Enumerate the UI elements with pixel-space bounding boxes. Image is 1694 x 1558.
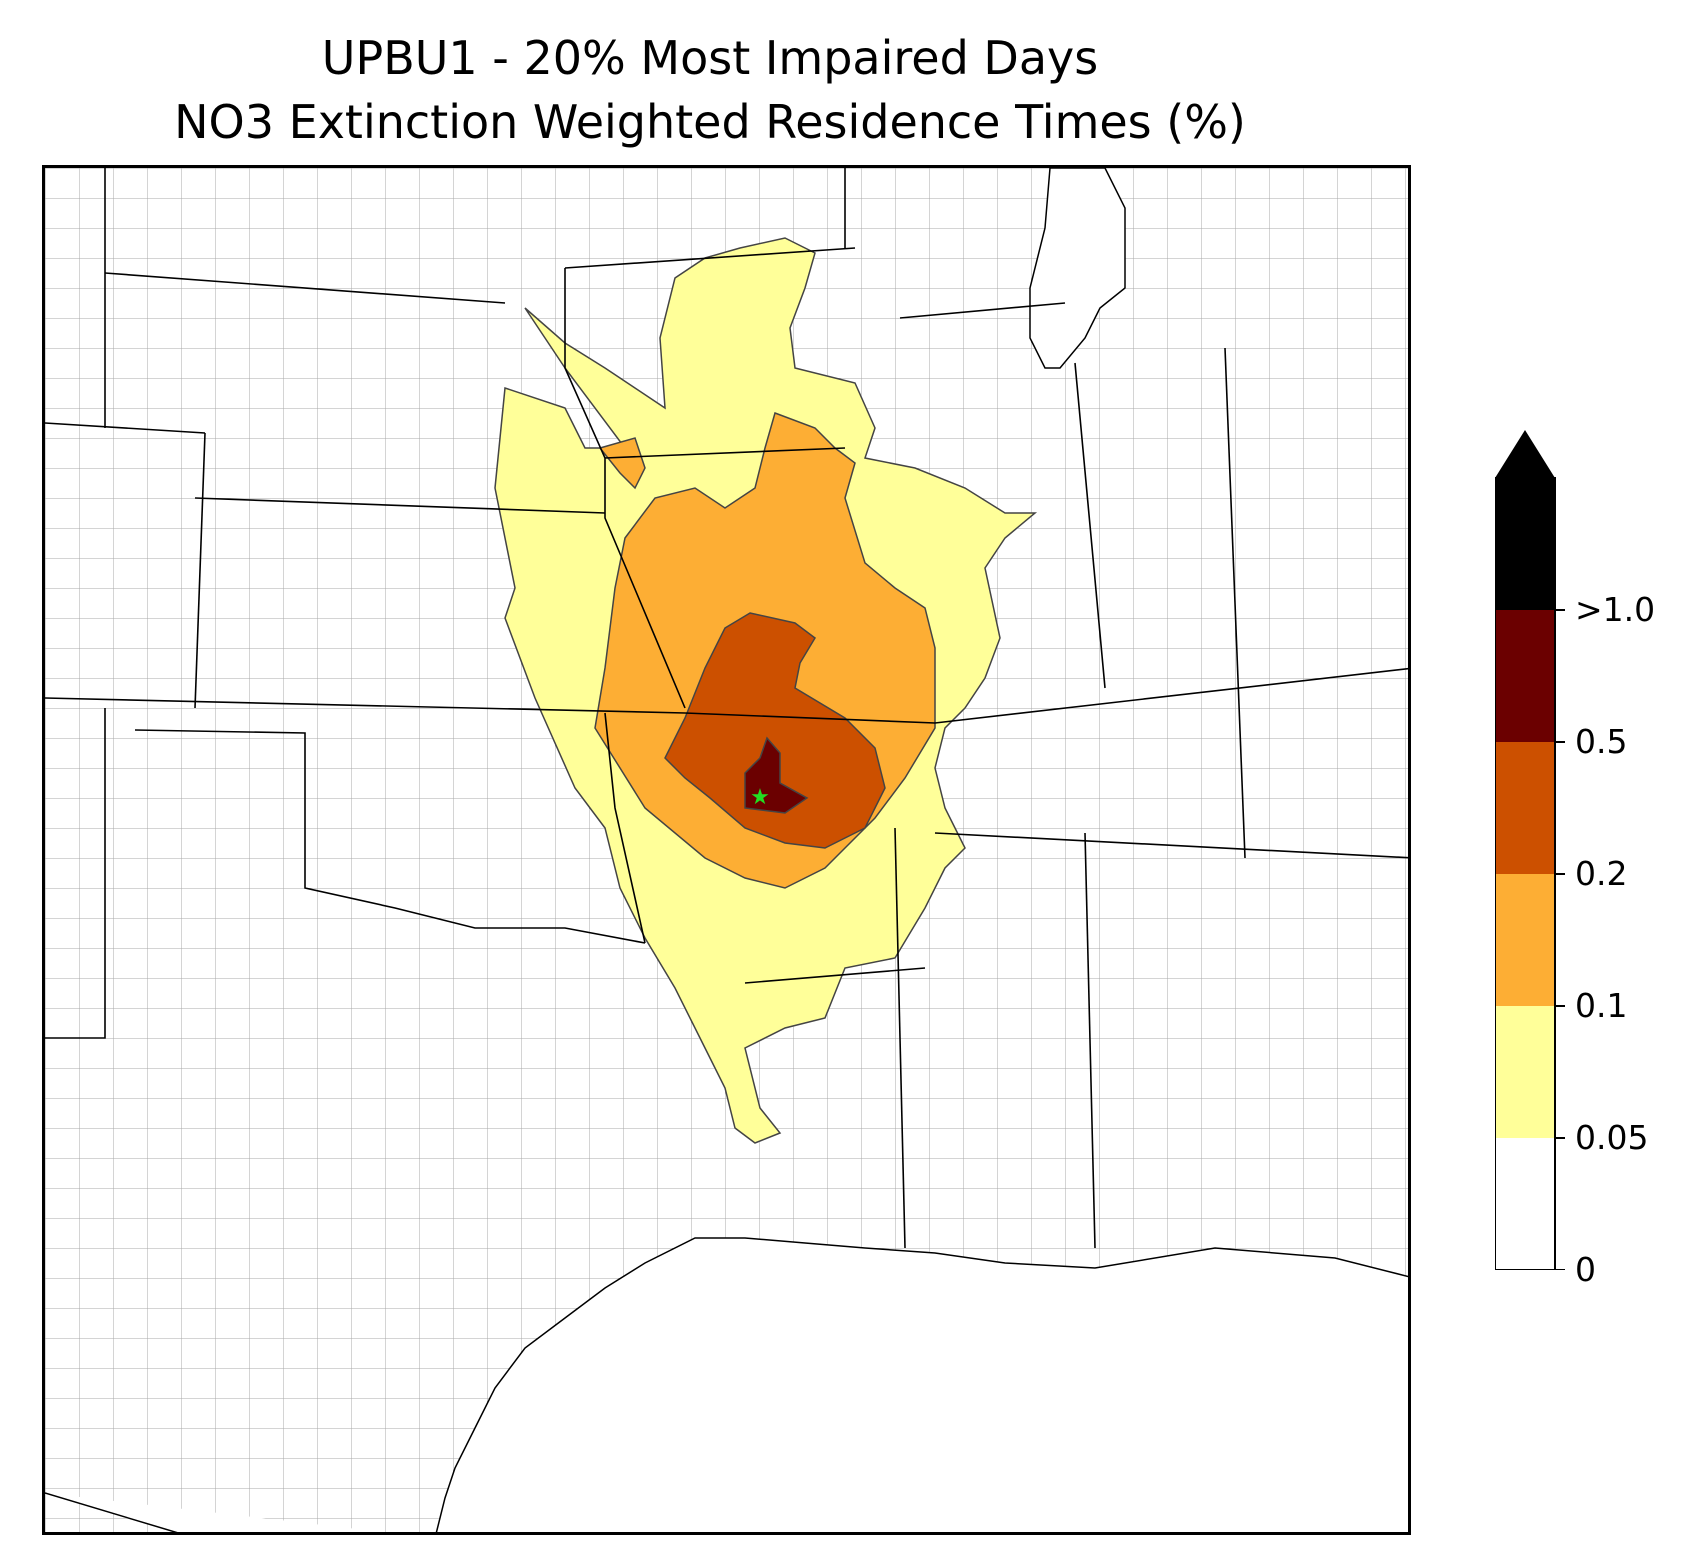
colorbar-tick-label: 0.5	[1575, 722, 1628, 761]
colorbar-band	[1495, 874, 1555, 1006]
state-boundaries	[45, 168, 1408, 1249]
map-panel: ★	[42, 165, 1411, 1535]
title-line-1: UPBU1 - 20% Most Impaired Days	[321, 31, 1099, 85]
colorbar-band	[1495, 1138, 1555, 1270]
contour-0.2	[664, 612, 886, 849]
colorbar-tick-label: 0.05	[1575, 1118, 1649, 1157]
contour-0.1-small	[598, 437, 646, 490]
gulf-of-mexico	[45, 1237, 1408, 1532]
colorbar	[1495, 430, 1565, 1270]
colorbar-extend-arrow	[1495, 430, 1555, 478]
contour-0.5	[744, 736, 809, 814]
title-line-2: NO3 Extinction Weighted Residence Times …	[174, 95, 1246, 149]
colorbar-tick-label: 0	[1575, 1250, 1596, 1289]
colorbar-tick-label: 0.1	[1575, 986, 1628, 1025]
map-canvas: ★	[45, 168, 1408, 1532]
colorbar-band	[1495, 478, 1555, 610]
colorbar-band	[1495, 610, 1555, 742]
site-marker-star: ★	[750, 785, 770, 810]
colorbar-band	[1495, 1006, 1555, 1138]
colorbar-tick-label: 0.2	[1575, 854, 1628, 893]
colorbar-band	[1495, 742, 1555, 874]
colorbar-tick-label: >1.0	[1575, 590, 1656, 629]
lake-michigan	[1029, 168, 1126, 369]
